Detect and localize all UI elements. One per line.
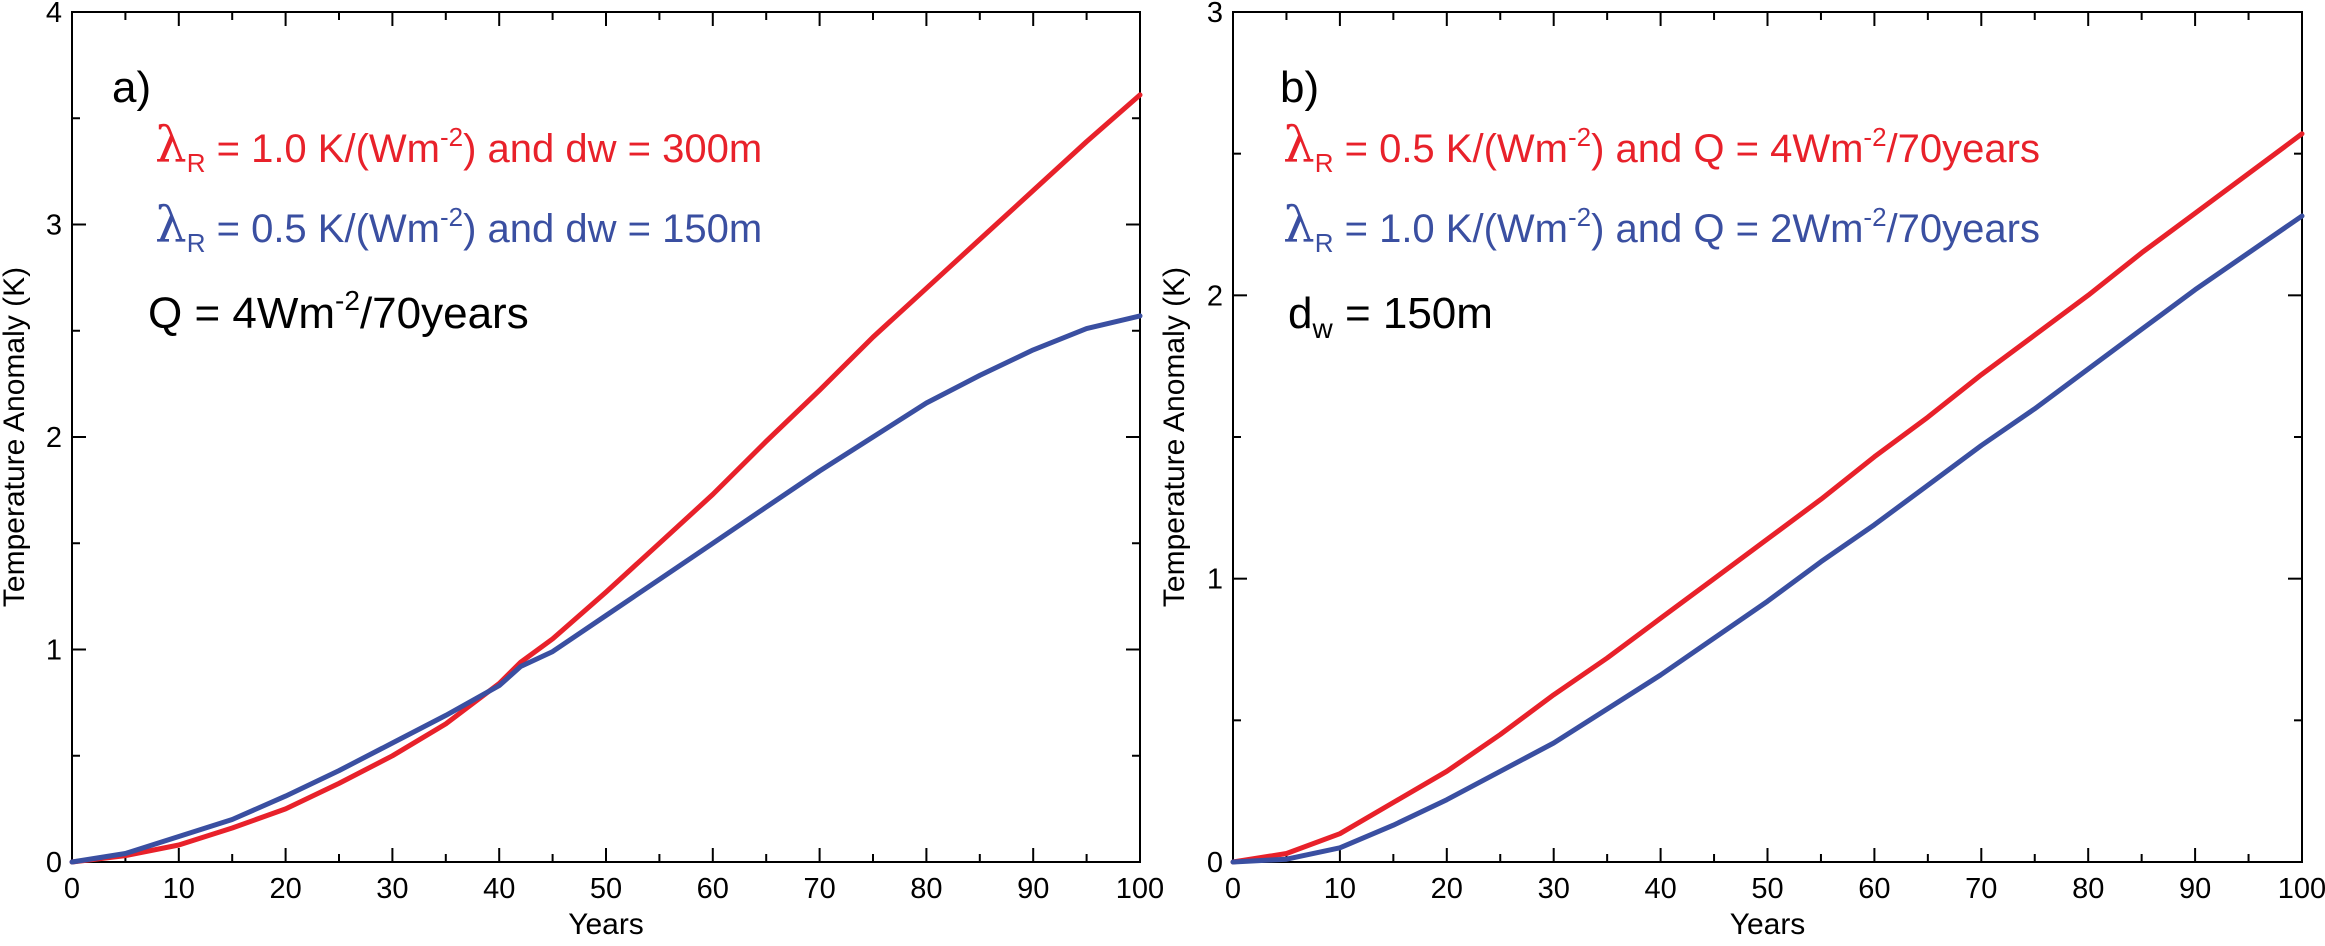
annotation-text: ) and Q = 4Wm <box>1591 127 1863 171</box>
annotation-text: = 0.5 K/(Wm <box>205 207 440 251</box>
note-text: Q = 4Wm-2/70years <box>148 285 529 338</box>
series-line-2 <box>69 313 1143 865</box>
panel-label: a) <box>112 63 151 112</box>
subscript: R <box>1315 228 1334 258</box>
x-tick-label: 50 <box>1751 873 1783 905</box>
series-line-2 <box>1230 213 2305 865</box>
note-text: /70years <box>360 289 529 338</box>
annotation-text: /70years <box>1887 207 2040 251</box>
x-axis-title: Years <box>1730 908 1806 941</box>
subscript: w <box>1311 313 1333 344</box>
panel-b: 0 10 20 30 40 50 60 70 80 90 100 0 1 2 3 Years Temperatu… <box>1158 0 2325 941</box>
lambda-symbol: λ <box>1283 196 1315 254</box>
y-axis-title: Temperature Anomaly (K) <box>1158 267 1191 607</box>
x-tick-label: 10 <box>1324 873 1356 905</box>
y-tick-label: 4 <box>46 0 62 29</box>
superscript: -2 <box>335 285 360 316</box>
x-tick-label: 90 <box>1017 873 1049 905</box>
y-tick-label: 3 <box>1207 0 1223 29</box>
x-tick-label: 20 <box>1431 873 1463 905</box>
annotation-text: = 1.0 K/(Wm <box>1333 207 1568 251</box>
note-text: d <box>1288 289 1312 338</box>
superscript: -2 <box>440 202 463 232</box>
annotation-1: λR = 1.0 K/(Wm-2) and dw = 300m <box>155 116 762 178</box>
x-tick-label: 70 <box>803 873 835 905</box>
annotation-2: λR = 0.5 K/(Wm-2) and dw = 150m <box>155 196 762 258</box>
y-tick-label: 0 <box>1207 847 1223 879</box>
x-tick-label: 30 <box>1538 873 1570 905</box>
series-line-1 <box>1230 131 2305 865</box>
x-tick-label: 100 <box>1116 873 1164 905</box>
x-tick-label: 60 <box>697 873 729 905</box>
superscript: -2 <box>440 122 463 152</box>
x-tick-label: 90 <box>2179 873 2211 905</box>
series-line-1 <box>69 92 1143 865</box>
y-tick-label: 0 <box>46 847 62 879</box>
x-tick-label: 50 <box>590 873 622 905</box>
superscript: -2 <box>1863 202 1886 232</box>
lambda-symbol: λ <box>155 116 187 174</box>
annotation-text: ) and dw = 150m <box>463 207 762 251</box>
x-tick-label: 80 <box>2072 873 2104 905</box>
superscript: -2 <box>1568 202 1591 232</box>
x-axis-title: Years <box>568 908 644 941</box>
subscript: R <box>187 228 206 258</box>
x-tick-label: 70 <box>1965 873 1997 905</box>
annotation-text: = 1.0 K/(Wm <box>205 127 440 171</box>
y-tick-label: 1 <box>46 635 62 667</box>
annotation-text: ) and dw = 300m <box>463 127 762 171</box>
lambda-symbol: λ <box>1283 116 1315 174</box>
y-tick-label: 3 <box>46 210 62 242</box>
panel-a: 0 10 20 30 40 50 60 70 80 90 100 0 1 2 3 4 Years Temperat… <box>0 0 1164 941</box>
subscript: R <box>187 148 206 178</box>
y-tick-label: 2 <box>1207 280 1223 312</box>
subscript: R <box>1315 148 1334 178</box>
x-tick-label: 20 <box>269 873 301 905</box>
x-tick-label: 30 <box>376 873 408 905</box>
x-tick-label: 40 <box>1644 873 1676 905</box>
x-tick-label: 80 <box>910 873 942 905</box>
superscript: -2 <box>1568 122 1591 152</box>
annotation-text: = 0.5 K/(Wm <box>1333 127 1568 171</box>
lambda-symbol: λ <box>155 196 187 254</box>
y-tick-label: 2 <box>46 422 62 454</box>
annotation-1: λR = 0.5 K/(Wm-2) and Q = 4Wm-2/70years <box>1283 116 2040 178</box>
x-tick-label: 100 <box>2278 873 2325 905</box>
superscript: -2 <box>1863 122 1886 152</box>
x-tick-label: 10 <box>163 873 195 905</box>
panel-label: b) <box>1280 63 1319 112</box>
note-text: = 150m <box>1333 289 1493 338</box>
annotation-text: /70years <box>1887 127 2040 171</box>
x-tick-label: 40 <box>483 873 515 905</box>
note-text: Q = 4Wm <box>148 289 335 338</box>
y-tick-label: 1 <box>1207 564 1223 596</box>
note-text: dw = 150m <box>1288 289 1493 344</box>
y-axis-title: Temperature Anomaly (K) <box>0 267 31 607</box>
x-tick-label: 0 <box>1225 873 1241 905</box>
annotation-2: λR = 1.0 K/(Wm-2) and Q = 2Wm-2/70years <box>1283 196 2040 258</box>
x-tick-label: 60 <box>1858 873 1890 905</box>
x-tick-label: 0 <box>64 873 80 905</box>
annotation-text: ) and Q = 2Wm <box>1591 207 1863 251</box>
